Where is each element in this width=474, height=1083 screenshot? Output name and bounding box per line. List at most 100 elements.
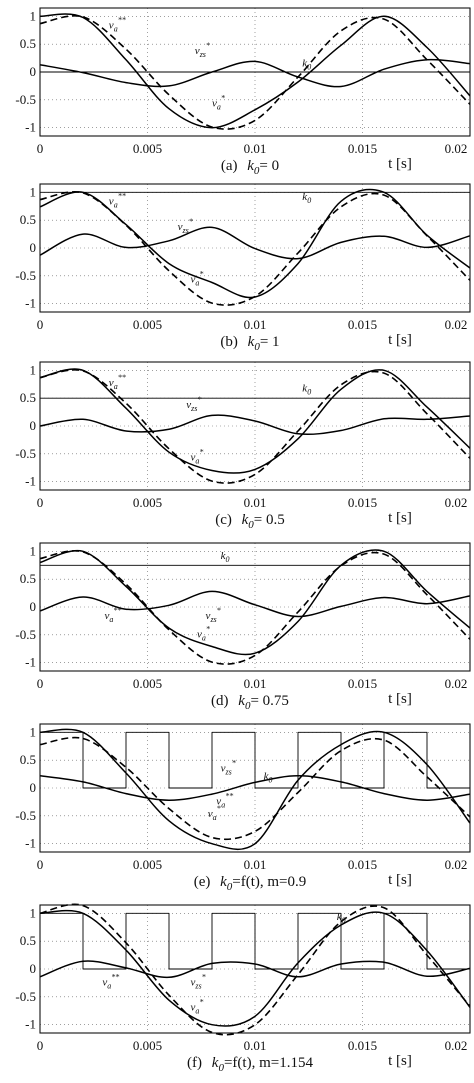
panel-d-anno-va1-base: v <box>197 629 202 641</box>
panel-d-annotations: va** vzs* va* k0 <box>105 550 230 642</box>
panel-c-anno-k0-sub: 0 <box>307 387 311 396</box>
panel-f-x-ticks: 0 0.005 0.01 0.015 0.02 <box>37 1038 468 1053</box>
panel-d-anno-vzs: vzs* <box>206 606 221 624</box>
panel-e-x-axis-label: t [s] <box>388 872 412 888</box>
panel-a-y-tick--0.5: -0.5 <box>15 92 36 107</box>
panel-b-x-tick-0.01: 0.01 <box>244 317 267 332</box>
panel-d-caption-rest: = 0.75 <box>250 693 288 709</box>
panel-a-x-tick-0.02: 0.02 <box>445 141 468 156</box>
panel-f-x-tick-0.02: 0.02 <box>445 1038 468 1053</box>
panel-c: 1 0.5 0 -0.5 -1 0 0.005 0.01 0.015 0.02 … <box>15 361 471 531</box>
panel-f-x-tick-0.005: 0.005 <box>133 1038 162 1053</box>
panel-a-series-v-as <box>39 13 471 129</box>
panel-d-y-tick-0: 0 <box>30 599 37 614</box>
panel-d-series-v-ass <box>39 550 471 665</box>
panel-a-anno-vzs-sup: * <box>206 41 210 50</box>
panel-d-anno-vzs-sup: * <box>217 606 221 615</box>
panel-a-anno-vzs: vzs* <box>195 41 210 59</box>
panel-d-anno-va2-sup: ** <box>113 606 121 615</box>
panel-b-anno-va1: va* <box>191 270 204 288</box>
panel-e-anno-va1: va* <box>208 804 221 822</box>
panel-f-anno-va1-sup: * <box>199 998 203 1007</box>
panel-f-x-tick-0.01: 0.01 <box>244 1038 267 1053</box>
panel-a-anno-va2-sub: a <box>114 25 118 34</box>
panel-e-x-tick-0.005: 0.005 <box>133 857 162 872</box>
panel-c-y-tick-1: 1 <box>30 362 37 377</box>
panel-f-anno-k0-base: k <box>337 911 343 923</box>
panel-e-anno-k0-sub: 0 <box>268 776 272 785</box>
panel-a-anno-va1: va* <box>212 94 225 112</box>
panel-f-y-tick-1: 1 <box>30 905 37 920</box>
panel-e-y-tick--1: -1 <box>25 836 36 851</box>
panel-e-caption-label: (e) <box>194 874 211 890</box>
panel-b-caption-sub: 0 <box>254 341 260 353</box>
panel-b-y-tick-1: 1 <box>30 184 37 199</box>
panel-a-x-tick-0: 0 <box>37 141 44 156</box>
panel-f-anno-k0-sub: 0 <box>342 916 346 925</box>
panel-b-series-v-zss <box>39 226 471 260</box>
panel-a-y-ticks: 1 0.5 0 -0.5 -1 <box>15 8 36 134</box>
panel-c-caption-rest: = 0.5 <box>254 512 285 528</box>
panel-e-anno-va2: va** <box>216 792 233 810</box>
panel-f-anno-va1: va* <box>191 998 204 1016</box>
panel-a-caption-label: (a) <box>221 158 238 174</box>
panel-f: 1 0.5 0 -0.5 -1 0 0.005 0.01 0.015 0.02 … <box>15 903 471 1074</box>
panel-f-x-tick-0.015: 0.015 <box>348 1038 377 1053</box>
panel-f-series-v-ass <box>39 903 471 1036</box>
panel-c-y-tick-0.5: 0.5 <box>20 390 36 405</box>
panel-f-y-tick-0: 0 <box>30 961 37 976</box>
panel-c-x-ticks: 0 0.005 0.01 0.015 0.02 <box>37 495 468 510</box>
panel-d-frame <box>39 542 471 672</box>
panel-b-y-ticks: 1 0.5 0 -0.5 -1 <box>15 184 36 310</box>
panel-d-anno-va1-sub: a <box>202 634 206 643</box>
panel-c-annotations: va** vzs* va* k0 <box>109 373 311 466</box>
panel-c-anno-va2: va** <box>109 373 126 391</box>
panel-a-annotations: va** vzs* va* k0 <box>109 16 311 112</box>
panel-c-anno-va1: va* <box>191 448 204 466</box>
panel-b-frame <box>39 183 471 313</box>
panel-b-anno-vzs-base: v <box>178 221 183 233</box>
panel-e-anno-va2-sub: a <box>221 801 225 810</box>
panel-d-anno-k0-sub: 0 <box>225 555 229 564</box>
panel-c-anno-va1-sup: * <box>199 448 203 457</box>
panel-c-x-tick-0.02: 0.02 <box>445 495 468 510</box>
panel-a-caption-k: k <box>247 158 254 174</box>
panel-f-anno-va2-base: v <box>102 977 107 989</box>
panel-b-x-tick-0.015: 0.015 <box>348 317 377 332</box>
panel-e-y-ticks: 1 0.5 0 -0.5 -1 <box>15 724 36 850</box>
panel-f-caption-k: k <box>212 1055 219 1071</box>
panel-e-anno-va2-base: v <box>216 796 221 808</box>
panel-a-x-ticks: 0 0.005 0.01 0.015 0.02 <box>37 141 468 156</box>
panel-e-series-k-0 <box>40 731 471 789</box>
panel-f-anno-va1-sub: a <box>195 1007 199 1016</box>
panel-c-x-tick-0.015: 0.015 <box>348 495 377 510</box>
panel-c-anno-vzs-sup: * <box>197 395 201 404</box>
panel-a-x-tick-0.005: 0.005 <box>133 141 162 156</box>
panel-d-series-v-zss <box>39 590 471 618</box>
panel-f-caption: (f) k0=f(t), m=1.154 <box>187 1055 313 1074</box>
panel-b-x-tick-0: 0 <box>37 317 44 332</box>
panel-a-x-tick-0.015: 0.015 <box>348 141 377 156</box>
panel-a-y-tick--1: -1 <box>25 120 36 135</box>
panel-d-anno-vzs-base: v <box>206 610 211 622</box>
panel-d: 1 0.5 0 -0.5 -1 0 0.005 0.01 0.015 0.02 … <box>15 542 471 712</box>
panel-d-y-ticks: 1 0.5 0 -0.5 -1 <box>15 543 36 669</box>
panel-d-caption-sub: 0 <box>245 700 251 712</box>
panel-c-anno-k0-base: k <box>302 382 308 394</box>
panel-e-curves <box>39 728 471 851</box>
panel-c-anno-va2-base: v <box>109 377 114 389</box>
panel-e-caption-rest: =f(t), m=0.9 <box>232 874 306 890</box>
panel-e-anno-vzs-base: v <box>221 762 226 774</box>
panel-f-anno-va2-sub: a <box>107 982 111 991</box>
panel-a-x-axis-label: t [s] <box>388 156 412 172</box>
panel-e-anno-k0: k0 <box>264 771 273 785</box>
panel-e-anno-vzs-sup: * <box>232 758 236 767</box>
panel-e-series-v-ass <box>39 736 471 841</box>
panel-a-caption-sub: 0 <box>254 165 260 177</box>
panel-e-anno-va1-base: v <box>208 808 213 820</box>
panel-a-anno-va2-sup: ** <box>118 16 126 25</box>
panel-d-caption-k: k <box>238 693 245 709</box>
panel-c-caption-k: k <box>242 512 249 528</box>
panel-f-anno-vzs-sub: zs <box>194 982 201 991</box>
panel-e-x-tick-0.015: 0.015 <box>348 857 377 872</box>
